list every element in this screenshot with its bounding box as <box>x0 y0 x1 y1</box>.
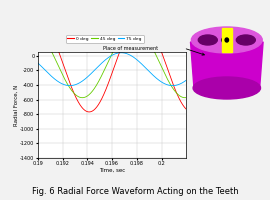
X-axis label: Time, sec: Time, sec <box>99 168 125 173</box>
Ellipse shape <box>193 77 261 99</box>
Ellipse shape <box>236 35 255 45</box>
Text: Fig. 6 Radial Force Waveform Acting on the Teeth: Fig. 6 Radial Force Waveform Acting on t… <box>32 188 238 196</box>
Text: Place of measurement: Place of measurement <box>103 46 158 51</box>
Polygon shape <box>222 28 232 52</box>
Ellipse shape <box>222 36 232 44</box>
Polygon shape <box>191 42 263 88</box>
Ellipse shape <box>225 38 228 42</box>
Y-axis label: Radial Force, N: Radial Force, N <box>14 84 19 126</box>
Ellipse shape <box>191 27 262 53</box>
Ellipse shape <box>198 35 217 45</box>
Legend: 0 deg, 45 deg, 75 deg: 0 deg, 45 deg, 75 deg <box>66 35 144 43</box>
